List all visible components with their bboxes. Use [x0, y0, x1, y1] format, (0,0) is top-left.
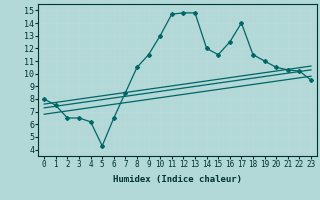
X-axis label: Humidex (Indice chaleur): Humidex (Indice chaleur) [113, 175, 242, 184]
